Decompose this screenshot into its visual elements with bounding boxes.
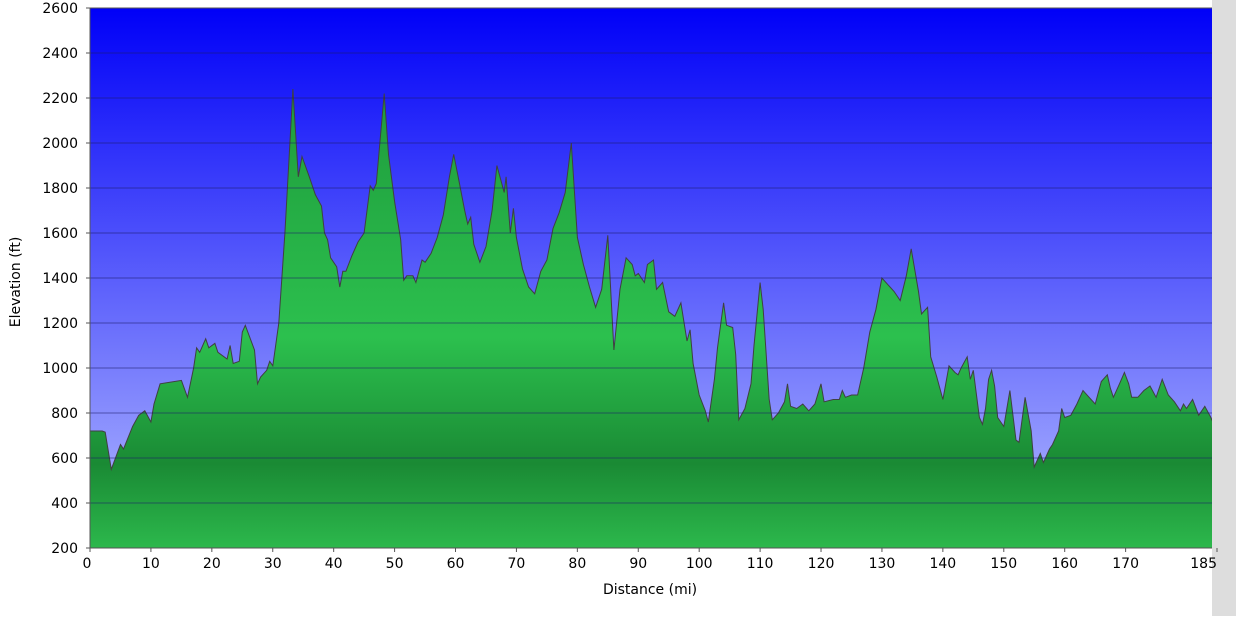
y-tick-label: 1400 bbox=[42, 271, 78, 287]
x-tick-label: 80 bbox=[568, 556, 586, 572]
y-tick-label: 2600 bbox=[42, 1, 78, 17]
y-tick-label: 2000 bbox=[42, 136, 78, 152]
y-tick-label: 200 bbox=[51, 541, 78, 557]
x-tick-label: 170 bbox=[1112, 556, 1139, 572]
y-tick-label: 2200 bbox=[42, 91, 78, 107]
y-tick-label: 2400 bbox=[42, 46, 78, 62]
x-tick-label: 70 bbox=[508, 556, 526, 572]
x-tick-label: 130 bbox=[869, 556, 896, 572]
x-tick-label: 50 bbox=[386, 556, 404, 572]
x-tick-label: 120 bbox=[808, 556, 835, 572]
y-tick-label: 1000 bbox=[42, 361, 78, 377]
x-tick-label: 90 bbox=[629, 556, 647, 572]
y-tick-label: 1600 bbox=[42, 226, 78, 242]
x-tick-label: 30 bbox=[264, 556, 282, 572]
x-tick-label: 100 bbox=[686, 556, 713, 572]
y-tick-label: 800 bbox=[51, 406, 78, 422]
x-tick-label: 0 bbox=[83, 556, 92, 572]
x-tick-label: 185 bbox=[1190, 556, 1217, 572]
x-tick-label: 10 bbox=[142, 556, 160, 572]
x-tick-label: 40 bbox=[325, 556, 343, 572]
x-tick-label: 60 bbox=[447, 556, 465, 572]
y-tick-label: 400 bbox=[51, 496, 78, 512]
x-tick-label: 110 bbox=[747, 556, 774, 572]
area-fill bbox=[90, 89, 1217, 548]
x-axis-label: Distance (mi) bbox=[603, 582, 697, 598]
x-tick-label: 150 bbox=[990, 556, 1017, 572]
x-tick-label: 140 bbox=[929, 556, 956, 572]
y-axis-label: Elevation (ft) bbox=[8, 237, 24, 328]
y-tick-label: 1200 bbox=[42, 316, 78, 332]
x-tick-label: 160 bbox=[1051, 556, 1078, 572]
x-tick-label: 20 bbox=[203, 556, 221, 572]
y-tick-label: 600 bbox=[51, 451, 78, 467]
y-tick-label: 1800 bbox=[42, 181, 78, 197]
elevation-line bbox=[90, 88, 1218, 472]
